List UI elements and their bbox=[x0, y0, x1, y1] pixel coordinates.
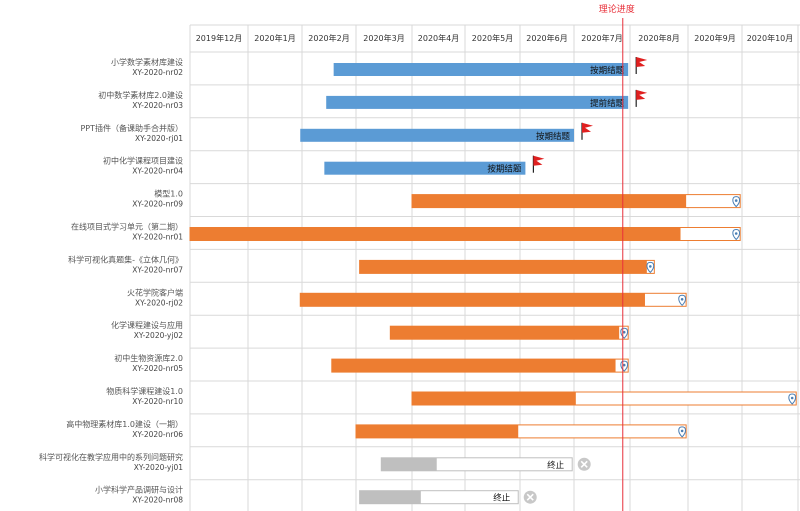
task-code: XY-2020-yj02 bbox=[134, 331, 183, 340]
flag-icon bbox=[532, 155, 545, 173]
task-bar bbox=[190, 227, 681, 241]
task-bar bbox=[381, 457, 437, 471]
month-label: 2020年3月 bbox=[363, 33, 404, 43]
task-code: XY-2020-nr02 bbox=[132, 68, 183, 77]
pin-icon bbox=[646, 261, 655, 274]
task-code: XY-2020-nr10 bbox=[132, 397, 183, 406]
task-code: XY-2020-nr04 bbox=[132, 167, 183, 176]
task-code: XY-2020-nr05 bbox=[132, 364, 183, 373]
flag-icon bbox=[635, 57, 648, 74]
task-status-label: 提前结题 bbox=[590, 98, 625, 109]
task-name: 小学数学素材库建设 bbox=[111, 57, 183, 67]
task-bar bbox=[300, 293, 645, 307]
pin-icon bbox=[732, 196, 741, 208]
month-label: 2020年7月 bbox=[581, 33, 622, 43]
task-name: 初中生物资源库2.0 bbox=[114, 353, 183, 363]
terminated-icon bbox=[523, 490, 537, 504]
pin-icon bbox=[732, 228, 741, 241]
task-code: XY-2020-yj01 bbox=[134, 463, 183, 472]
task-bar bbox=[324, 161, 526, 175]
task-name: 模型1.0 bbox=[154, 189, 183, 199]
task-bar bbox=[356, 424, 519, 438]
task-name: 初中化学课程项目建设 bbox=[103, 156, 183, 166]
task-bar bbox=[300, 128, 574, 142]
pin-dot bbox=[734, 199, 738, 202]
month-label: 2020年9月 bbox=[694, 33, 735, 43]
task-code: XY-2020-nr07 bbox=[132, 265, 183, 274]
month-header: 2019年12月 2020年1月 2020年2月 2020年3月 2020年4月 2020… bbox=[196, 33, 794, 43]
task-name: 高中物理素材库1.0建设（一期） bbox=[66, 419, 183, 429]
task-name: 火花学院客户端 bbox=[127, 287, 183, 297]
pin-dot bbox=[622, 330, 626, 334]
pin-icon bbox=[788, 393, 797, 405]
pin-dot bbox=[680, 298, 684, 301]
task-code: XY-2020-nr09 bbox=[132, 200, 183, 209]
task-status-label: 终止 bbox=[493, 493, 511, 504]
terminated-icon bbox=[577, 457, 591, 471]
task-labels: 小学数学素材库建设XY-2020-nr02初中数学素材库2.0建设XY-2020… bbox=[39, 57, 183, 505]
month-label: 2020年5月 bbox=[472, 33, 513, 43]
flag-icon bbox=[581, 122, 593, 140]
task-status-label: 按期结题 bbox=[536, 131, 571, 142]
flag-cloth bbox=[636, 89, 648, 100]
pin-icon bbox=[678, 426, 687, 438]
task-name: 科学可视化真题集-《立体几何》 bbox=[68, 254, 183, 264]
task-name: 化学课程建设与应用 bbox=[111, 320, 183, 330]
task-bar bbox=[326, 95, 629, 109]
month-label: 2020年2月 bbox=[308, 33, 349, 43]
progress-line-group: 理论进度 bbox=[599, 3, 635, 511]
month-label: 2020年4月 bbox=[418, 33, 459, 43]
task-status-label: 按期结题 bbox=[590, 65, 625, 76]
pin-dot bbox=[734, 232, 738, 235]
task-bar bbox=[331, 359, 616, 373]
task-bar bbox=[390, 326, 620, 340]
flag-cloth bbox=[582, 122, 593, 133]
month-label: 2020年8月 bbox=[638, 33, 679, 43]
task-status-label: 按期结题 bbox=[487, 164, 522, 175]
terminated-x bbox=[526, 493, 534, 501]
task-name: PPT插件（备课助手合并版） bbox=[80, 123, 183, 133]
flag-cloth bbox=[636, 57, 648, 67]
task-bar bbox=[359, 260, 647, 274]
task-bar bbox=[412, 392, 576, 405]
task-code: XY-2020-nr08 bbox=[132, 496, 183, 505]
flag-icon bbox=[635, 89, 648, 107]
month-label: 2020年6月 bbox=[526, 33, 567, 43]
task-name: 物质科学课程建设1.0 bbox=[106, 386, 183, 396]
pin-icon bbox=[678, 294, 687, 307]
task-status-label: 终止 bbox=[547, 460, 565, 471]
pin-dot bbox=[680, 429, 684, 433]
task-name: 小学科学产品调研与设计 bbox=[95, 485, 183, 495]
pin-dot bbox=[649, 265, 652, 268]
pin-dot bbox=[622, 363, 626, 367]
terminated-x bbox=[580, 460, 588, 468]
task-name: 初中数学素材库2.0建设 bbox=[98, 90, 183, 100]
flag-cloth bbox=[533, 155, 545, 166]
task-bar bbox=[412, 194, 687, 208]
task-code: XY-2020-rj01 bbox=[135, 134, 183, 143]
month-label: 2019年12月 bbox=[196, 33, 243, 43]
task-bar bbox=[359, 490, 421, 504]
month-label: 2020年1月 bbox=[254, 33, 295, 43]
task-name: 在线项目式学习单元（第二期） bbox=[71, 222, 183, 232]
task-code: XY-2020-rj02 bbox=[135, 298, 183, 307]
progress-line-label: 理论进度 bbox=[599, 3, 635, 15]
task-code: XY-2020-nr03 bbox=[132, 101, 183, 110]
task-name: 科学可视化在教学应用中的系列问题研究 bbox=[39, 452, 183, 462]
pin-dot bbox=[790, 396, 794, 400]
month-label: 2020年10月 bbox=[747, 33, 794, 43]
task-code: XY-2020-nr01 bbox=[132, 233, 183, 242]
task-bar bbox=[333, 63, 629, 76]
task-code: XY-2020-nr06 bbox=[132, 430, 183, 439]
